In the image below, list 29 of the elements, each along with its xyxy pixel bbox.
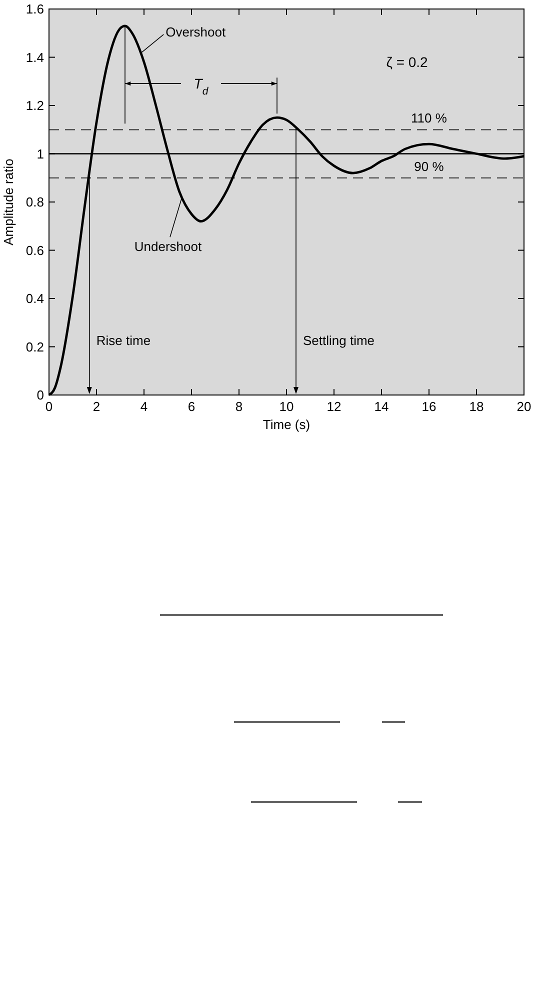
ref-line-label: Settling time xyxy=(303,333,375,348)
x-tick-label: 14 xyxy=(374,399,389,414)
x-tick-label: 16 xyxy=(422,399,436,414)
y-tick-label: 1 xyxy=(36,146,44,162)
x-tick-label: 2 xyxy=(92,399,100,414)
y-tick-label: 0 xyxy=(36,388,44,402)
y-tick-label: 0.6 xyxy=(26,242,44,258)
y-tick-label: 1.6 xyxy=(26,2,44,16)
x-tick-label: 8 xyxy=(235,399,243,414)
ref-line-label: 90 % xyxy=(414,158,444,174)
ref-line-label: Rise time xyxy=(96,333,151,348)
y-tick-label: 0.4 xyxy=(26,291,44,306)
x-axis-title: Time (s) xyxy=(262,417,310,432)
annotation: T$_{d}$ xyxy=(194,76,210,98)
annotation: Undershoot xyxy=(134,239,202,254)
x-tick-label: 10 xyxy=(279,399,294,414)
ref-line-label: 110 % xyxy=(411,110,448,126)
x-tick-label: 20 xyxy=(516,399,532,414)
annotation: ζ = 0.2 xyxy=(386,54,428,70)
x-tick-label: 18 xyxy=(469,399,484,414)
x-tick-label: 6 xyxy=(188,399,196,414)
y-axis-title: Amplitude ratio xyxy=(1,158,16,246)
annotation: Overshoot xyxy=(166,24,226,40)
y-tick-label: 1.2 xyxy=(26,98,44,113)
y-tick-label: 0.2 xyxy=(26,339,44,354)
x-tick-label: 12 xyxy=(326,399,342,414)
y-tick-label: 0.8 xyxy=(26,194,44,210)
y-tick-label: 1.4 xyxy=(26,50,44,65)
x-tick-label: 4 xyxy=(140,399,148,414)
